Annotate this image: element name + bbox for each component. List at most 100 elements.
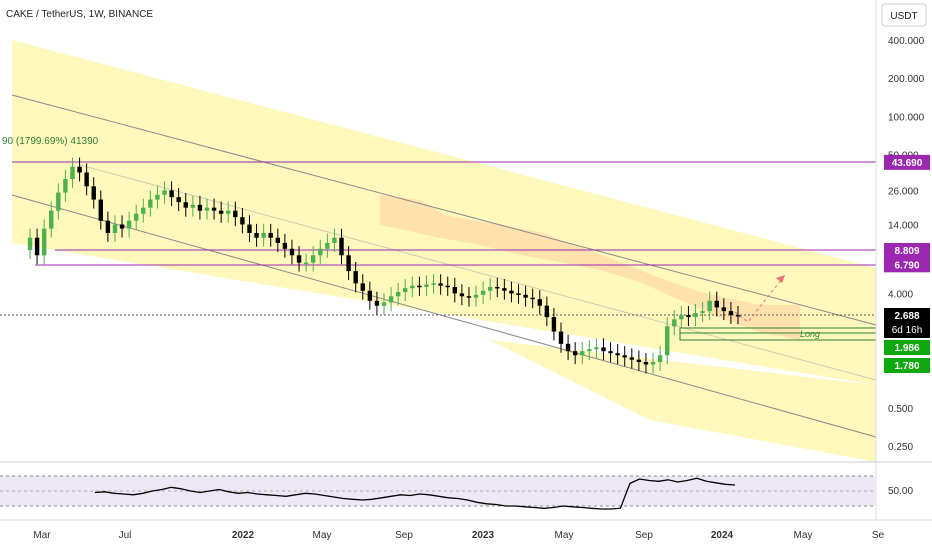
candle-body <box>523 294 528 298</box>
candle-body <box>445 285 450 288</box>
candle-body <box>714 300 719 308</box>
currency-label: USDT <box>890 11 917 22</box>
candle-body <box>650 362 656 365</box>
candle-body <box>141 207 146 214</box>
candle-body <box>558 331 564 344</box>
candle-body <box>41 228 47 256</box>
price-tick-label: 0.500 <box>888 404 913 415</box>
channel-line-inner <box>79 164 877 381</box>
candle-body <box>381 302 387 306</box>
candle-body <box>211 207 217 211</box>
candle-body <box>360 283 365 291</box>
candle-body <box>126 220 132 229</box>
candle-body <box>643 362 649 365</box>
trade-label: Long <box>800 329 820 339</box>
time-tick-label: May <box>794 530 813 541</box>
level-badge <box>884 358 930 373</box>
rsi-tick-50: 50.00 <box>888 486 913 497</box>
candle-body <box>204 207 210 211</box>
candle-body <box>679 315 684 320</box>
candle-body <box>77 166 82 173</box>
candle-body <box>636 359 642 363</box>
level-badge-label: 1.986 <box>894 343 919 354</box>
candle-body <box>388 296 394 303</box>
price-tick-label: 14.000 <box>888 220 919 231</box>
candle-body <box>261 232 266 238</box>
candle-body <box>56 192 61 211</box>
price-tick-label: 26.000 <box>888 186 919 197</box>
candle-body <box>601 347 606 352</box>
candle-body <box>169 190 174 198</box>
candle-body <box>353 271 358 284</box>
candle-body <box>296 255 302 263</box>
candle-body <box>417 285 422 288</box>
price-tick-label: 100.000 <box>888 112 925 123</box>
candle-body <box>303 262 309 265</box>
level-badge <box>884 242 930 258</box>
time-axis-ticks: Mar Jul 2022 May Sep 2023 May Sep 2024 May Se <box>33 530 884 541</box>
time-tick-label: 2022 <box>232 530 255 541</box>
candle-body <box>367 290 373 301</box>
current-price-countdown: 6d 16h <box>892 325 923 336</box>
candle-body <box>587 349 592 352</box>
candle-body <box>403 288 408 293</box>
top-left-label: 90 (1799.69%) 41390 <box>2 136 99 147</box>
candle-body <box>594 347 599 350</box>
symbol-title[interactable]: CAKE / TetherUS, 1W, BINANCE <box>6 9 153 20</box>
candle-body <box>537 299 542 306</box>
channel-line-top <box>11 94 877 326</box>
level-badge-label: 6.790 <box>894 260 919 271</box>
candle-body <box>254 232 259 238</box>
candle-body <box>707 300 712 312</box>
candle-body <box>693 313 698 318</box>
price-tick-label: 200.000 <box>888 74 925 85</box>
candle-body <box>218 210 224 214</box>
candle-body <box>275 237 280 243</box>
candle-body <box>735 315 741 317</box>
candle-body <box>629 357 634 360</box>
candle-body <box>565 343 571 352</box>
candle-body <box>374 300 380 306</box>
candle-body <box>721 307 727 312</box>
candle-body <box>282 243 288 249</box>
candle-body <box>70 166 75 179</box>
time-tick-label: Se <box>872 530 885 541</box>
candle-body <box>197 204 203 211</box>
candle-body <box>155 194 160 200</box>
candle-body <box>686 315 691 318</box>
candle-body <box>657 355 663 363</box>
candle-body <box>112 224 118 233</box>
candle-body <box>34 237 40 256</box>
price-level-badges: 43.690 8.809 6.790 1.986 1.780 <box>884 154 930 373</box>
candle-body <box>608 351 613 354</box>
candle-body <box>119 224 125 229</box>
channel-band-bottom <box>490 340 876 462</box>
candle-body <box>424 284 429 287</box>
candle-body <box>105 220 111 233</box>
level-badge-label: 8.809 <box>894 246 919 257</box>
candle-body <box>233 210 238 218</box>
candle-body <box>395 292 401 297</box>
candle-body <box>84 172 89 187</box>
time-tick-label: May <box>313 530 332 541</box>
time-tick-label: Sep <box>395 530 413 541</box>
time-tick-label: Mar <box>33 530 51 541</box>
level-badge <box>884 340 930 355</box>
candle-body <box>49 210 54 229</box>
candle-body <box>572 351 578 356</box>
current-price-value: 2.688 <box>894 311 919 322</box>
candle-body <box>226 210 231 214</box>
candle-body <box>473 294 479 298</box>
time-tick-label: Sep <box>635 530 653 541</box>
candle-body <box>98 199 103 221</box>
candle-body <box>63 178 68 193</box>
candle-body <box>289 248 295 256</box>
level-badge-label: 1.780 <box>894 361 919 372</box>
currency-box[interactable] <box>881 3 927 27</box>
projection-path <box>734 274 786 323</box>
channel-band <box>12 40 876 385</box>
candle-body <box>509 290 514 294</box>
candle-body <box>318 248 323 256</box>
